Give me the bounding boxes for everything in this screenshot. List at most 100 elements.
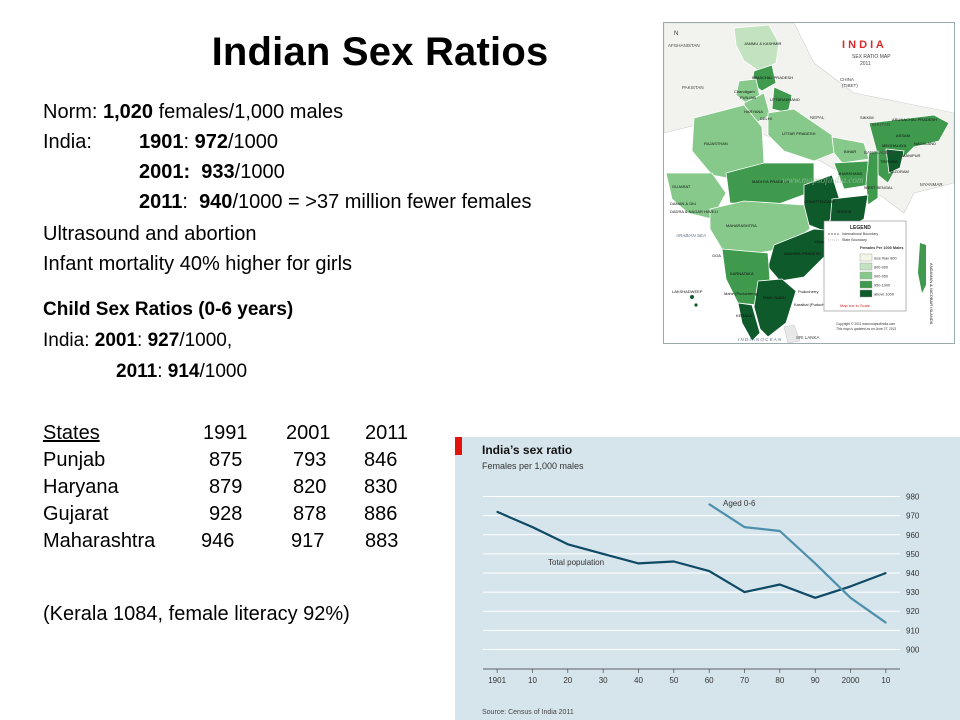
- chart-title: India’s sex ratio: [482, 443, 572, 457]
- label-bihar: BIHAR: [844, 149, 856, 154]
- legend-scale-note: Map not to Scale: [840, 303, 871, 308]
- slide-title: Indian Sex Ratios: [211, 30, 549, 74]
- label-chhattisgarh: CHHATTISGARH: [804, 199, 835, 204]
- legend-title: LEGEND: [850, 225, 871, 231]
- legend-subtitle: Females Per 1000 Males: [860, 246, 903, 250]
- norm-label: Norm:: [43, 101, 103, 123]
- region-tamil-nadu: [753, 278, 797, 338]
- series-line-total-population: [496, 510, 887, 599]
- ratio-2001-year: 2001:: [139, 161, 191, 183]
- legend-class-label: above 1000: [874, 293, 894, 297]
- ratio-1901-line: 1901: 972/1000: [139, 131, 279, 153]
- label-jammu: JAMMU & KASHMIR: [744, 41, 781, 46]
- data-point: [602, 553, 604, 555]
- label-bhutan: BHUTAN: [872, 122, 890, 127]
- y-tick-label: 940: [906, 569, 920, 578]
- label-indian-ocean: I N D I A N O C E A N: [738, 337, 782, 342]
- y-tick-label: 900: [906, 645, 920, 654]
- y-tick-label: 950: [906, 550, 920, 559]
- x-tick-label: 20: [563, 676, 572, 685]
- data-point: [637, 562, 640, 565]
- ratio-2001-rest: /1000: [234, 161, 285, 183]
- value-2011: 830: [364, 476, 398, 498]
- data-point: [885, 572, 887, 574]
- label-rajasthan: RAJASTHAN: [704, 141, 728, 146]
- label-chandigarh: Chandigarh: [734, 89, 755, 94]
- value-1991: 879: [209, 476, 243, 498]
- label-odisha: ODISHA: [836, 209, 852, 214]
- sex-ratio-chart: India’s sex ratio Females per 1,000 male…: [455, 437, 960, 720]
- compass-icon: N: [674, 31, 678, 37]
- label-goa: GOA: [712, 253, 721, 258]
- legend-class-label: less than 800: [874, 257, 897, 261]
- value-1991: 946: [201, 530, 235, 552]
- map-svg: N I N D I A SEX RATIO MAP 2011 AFGHANIST…: [664, 23, 954, 343]
- ratio-2011-year: 2011: [139, 191, 183, 213]
- label-afghanistan: AFGHANISTAN: [668, 43, 700, 48]
- x-tick-label: 80: [775, 676, 784, 685]
- region-west-bengal: [865, 150, 879, 206]
- legend-swatch: [859, 289, 873, 298]
- y-tick-label: 970: [906, 512, 920, 521]
- child-india-label: India:: [43, 330, 95, 351]
- legend-class-label: 900-950: [874, 275, 888, 279]
- state-name: Maharashtra: [43, 530, 156, 552]
- label-daman: DAMAN & DIU: [670, 201, 696, 206]
- ratio-1901-year: 1901: [139, 131, 184, 153]
- child-ratio-2001-line: India: 2001: 927/1000,: [43, 330, 233, 351]
- x-tick-label: 40: [634, 676, 643, 685]
- label-karaikal: Karaikal (Puducherry): [794, 302, 833, 307]
- label-assam: ASSAM: [896, 133, 910, 138]
- map-subtitle: SEX RATIO MAP: [852, 54, 891, 60]
- region-uttar-pradesh: [767, 108, 835, 162]
- label-arabian-sea: ARABIAN SEA: [675, 233, 706, 238]
- ratio-1901-rest: /1000: [228, 131, 279, 153]
- value-2001: 878: [293, 503, 327, 525]
- label-tamil-nadu: TAMIL NADU: [762, 295, 786, 300]
- data-point: [743, 591, 746, 593]
- label-tripura: TRIPURA: [880, 159, 898, 164]
- label-meghalaya: MEGHALAYA: [882, 143, 907, 148]
- legend-class-label: 950-1000: [874, 284, 890, 288]
- header-2011: 2011: [365, 422, 409, 444]
- label-nagaland: NAGALAND: [914, 141, 936, 146]
- kerala-note: (Kerala 1084, female literacy 92%): [43, 603, 350, 625]
- legend-swatch: [859, 262, 873, 271]
- region-andhra-pradesh: [767, 228, 837, 282]
- x-tick-label: 30: [599, 676, 608, 685]
- india-label: India:: [43, 131, 92, 153]
- value-2011: 883: [365, 530, 399, 552]
- map-legend: LEGEND International Boundary State Boun…: [823, 220, 907, 312]
- data-point: [814, 597, 816, 599]
- header-states: States: [43, 422, 100, 444]
- child-ratio-title: Child Sex Ratios (0-6 years): [43, 299, 294, 320]
- label-pakistan: PAKISTAN: [682, 85, 704, 90]
- data-point: [708, 570, 710, 572]
- ratio-2011-value: 940: [199, 191, 233, 213]
- state-name: Gujarat: [43, 503, 109, 525]
- label-haryana: HARYANA: [744, 109, 763, 114]
- norm-rest: females/1,000 males: [153, 101, 344, 123]
- map-title: I N D I A: [842, 39, 884, 51]
- x-tick-label: 2000: [842, 676, 860, 685]
- value-1991: 875: [209, 449, 243, 471]
- label-uttar-pradesh: UTTAR PRADESH: [782, 131, 816, 136]
- value-2001: 820: [293, 476, 327, 498]
- header-1991: 1991: [203, 422, 248, 444]
- chart-svg: India’s sex ratio Females per 1,000 male…: [455, 437, 920, 716]
- norm-value: 1,020: [103, 101, 154, 123]
- region-bihar: [831, 136, 870, 164]
- data-point: [673, 560, 675, 563]
- child-2001-year: 2001: [94, 330, 138, 351]
- state-name: Punjab: [43, 449, 106, 471]
- label-manipur: MANIPUR: [902, 153, 921, 158]
- data-point: [779, 530, 781, 532]
- value-1991: 928: [209, 503, 243, 525]
- label-punjab: PUNJAB: [740, 95, 756, 100]
- label-andaman: ANDAMAN & NICOBAR ISLANDS: [929, 263, 934, 325]
- label-delhi: DELHI: [760, 116, 772, 121]
- series-label-total: Total population: [548, 558, 604, 567]
- data-point: [885, 621, 887, 624]
- data-point: [531, 526, 534, 528]
- india-sex-ratio-map: N I N D I A SEX RATIO MAP 2011 AFGHANIST…: [663, 22, 955, 344]
